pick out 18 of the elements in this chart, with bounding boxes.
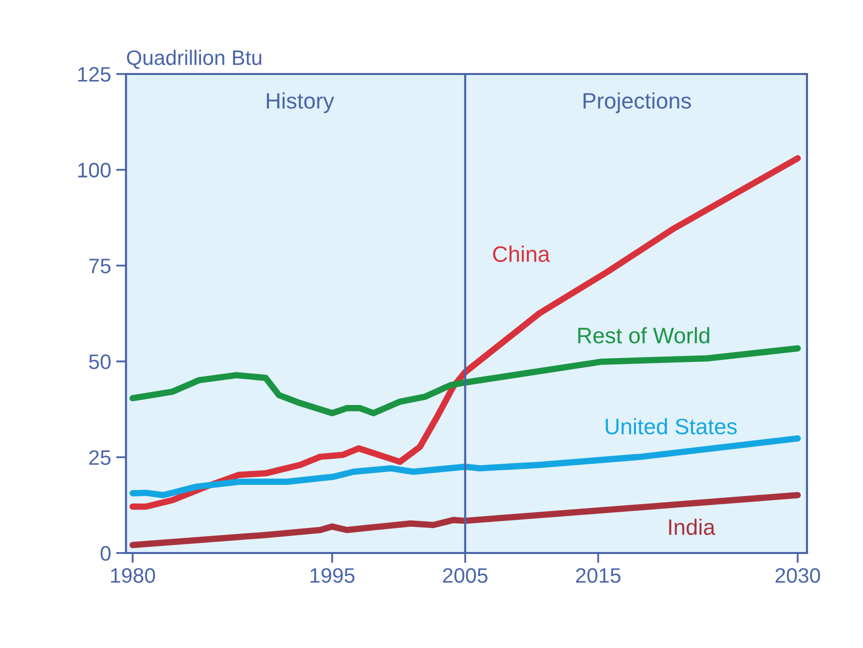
series-label: India	[669, 518, 716, 536]
x-tick-label: 2030	[776, 568, 820, 583]
y-axis-title: Quadrillion Btu	[126, 50, 262, 69]
annotation: History	[266, 92, 334, 114]
series-label: Rest of World	[578, 327, 710, 344]
y-tick-label: 25	[89, 450, 111, 465]
x-tick-label: 1995	[310, 568, 354, 583]
series-label: United States	[606, 418, 737, 434]
y-tick-label: 100	[78, 162, 111, 178]
x-tick-label: 2015	[576, 568, 620, 583]
x-tick-label: 1980	[111, 568, 156, 583]
annotation: Projections	[584, 92, 691, 114]
y-tick-label: 75	[89, 258, 111, 274]
series-label: China	[493, 246, 550, 262]
y-tick-label: 0	[100, 546, 111, 561]
y-tick-label: 50	[89, 354, 111, 370]
y-tick-label: 125	[78, 67, 111, 82]
x-tick-label: 2005	[443, 568, 488, 583]
